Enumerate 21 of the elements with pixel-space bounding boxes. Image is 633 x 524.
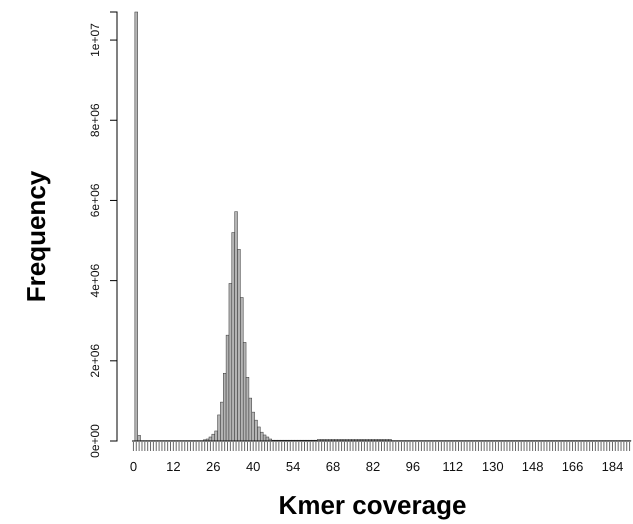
x-tick-label: 166	[562, 458, 584, 474]
x-tick-label: 184	[602, 458, 624, 474]
x-tick-label: 12	[166, 458, 181, 474]
x-tick-label: 112	[442, 458, 464, 474]
y-tick-label: 2e+06	[88, 344, 102, 378]
x-tick-label: 68	[326, 458, 340, 474]
y-tick-label: 4e+06	[88, 263, 102, 298]
x-tick-label: 130	[482, 458, 504, 474]
y-tick-label: 1e+07	[88, 22, 102, 57]
x-tick-label: 96	[406, 458, 420, 474]
x-tick-label: 54	[286, 458, 300, 474]
x-tick-label: 0	[130, 458, 138, 474]
y-tick-label: 6e+06	[88, 183, 102, 218]
x-axis-title: Kmer coverage	[278, 490, 466, 520]
x-tick-label: 26	[206, 458, 220, 474]
y-tick-label: 8e+06	[88, 103, 102, 138]
y-tick-label: 0e+00	[88, 424, 102, 458]
x-tick-label: 148	[522, 458, 544, 474]
y-axis-title: Frequency	[21, 170, 51, 302]
x-tick-label: 40	[246, 458, 260, 474]
x-tick-label: 82	[366, 458, 380, 474]
